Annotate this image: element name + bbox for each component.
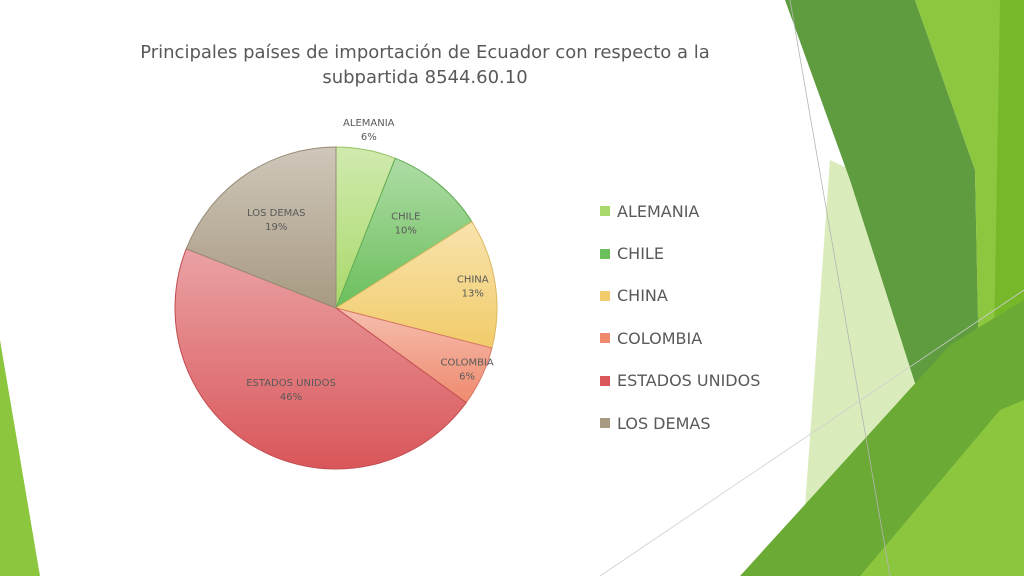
legend-swatch-china bbox=[600, 290, 610, 301]
decor-shape-lower-light bbox=[860, 400, 1024, 576]
pie-slice-estados-unidos bbox=[174, 248, 467, 470]
pie-slice-los-demas bbox=[185, 146, 337, 309]
decor-line-1 bbox=[789, 0, 891, 576]
decor-line-2 bbox=[599, 289, 1024, 576]
slice-label-china: CHINA bbox=[457, 274, 489, 285]
slice-value-los-demas: 19% bbox=[265, 222, 287, 233]
slice-value-alemania: 6% bbox=[361, 132, 377, 143]
slice-value-chile: 10% bbox=[395, 226, 417, 237]
pie-slice-china bbox=[334, 221, 498, 349]
left-edge-stripe bbox=[0, 340, 40, 576]
legend-label-china: CHINA bbox=[617, 286, 668, 306]
chart-legend: ALEMANIA CHILE CHINA COLOMBIA ESTADOS UNIDOS… bbox=[600, 190, 760, 444]
slice-value-colombia: 6% bbox=[459, 372, 475, 383]
slice-value-estados-unidos: 46% bbox=[280, 392, 302, 403]
legend-swatch-alemania bbox=[600, 206, 610, 217]
chart-title: Principales países de importación de Ecu… bbox=[140, 42, 710, 88]
legend-label-estados-unidos: ESTADOS UNIDOS bbox=[617, 371, 761, 391]
slice-label-alemania: ALEMANIA bbox=[343, 118, 395, 129]
slice-label-chile: CHILE bbox=[391, 212, 420, 223]
legend-swatch-colombia bbox=[600, 333, 610, 344]
slice-label-los-demas: LOS DEMAS bbox=[247, 208, 305, 219]
legend-swatch-chile bbox=[600, 248, 610, 259]
legend-item-china: CHINA bbox=[600, 275, 760, 317]
legend-swatch-los-demas bbox=[600, 418, 610, 429]
decor-shape-dark-green bbox=[785, 0, 980, 430]
pie-slices bbox=[174, 146, 498, 470]
pie-labels: ALEMANIA 6% CHILE 10% CHINA 13% COLOMBIA 6% ESTA… bbox=[246, 118, 494, 403]
pie-slice-chile bbox=[334, 157, 473, 310]
legend-label-colombia: COLOMBIA bbox=[617, 328, 703, 348]
legend-item-alemania: ALEMANIA bbox=[600, 190, 760, 232]
legend-label-chile: CHILE bbox=[617, 244, 664, 264]
legend-label-alemania: ALEMANIA bbox=[617, 201, 700, 221]
legend-item-estados-unidos: ESTADOS UNIDOS bbox=[600, 360, 760, 402]
legend-item-los-demas: LOS DEMAS bbox=[600, 402, 760, 444]
legend-item-chile: CHILE bbox=[600, 232, 760, 274]
legend-label-los-demas: LOS DEMAS bbox=[617, 413, 711, 433]
slice-label-colombia: COLOMBIA bbox=[441, 358, 494, 369]
legend-item-colombia: COLOMBIA bbox=[600, 317, 760, 359]
slice-label-estados-unidos: ESTADOS UNIDOS bbox=[246, 378, 336, 389]
slice-value-china: 13% bbox=[462, 288, 484, 299]
legend-swatch-estados-unidos bbox=[600, 375, 610, 386]
